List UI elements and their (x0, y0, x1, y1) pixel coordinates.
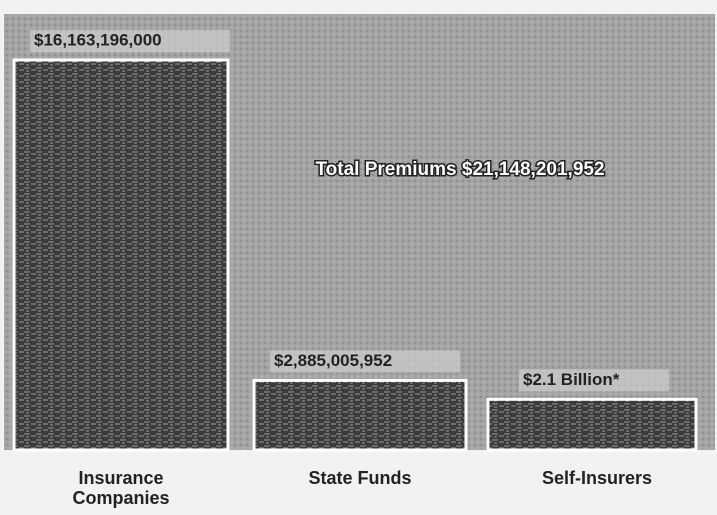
x-tick-label: State Funds (308, 468, 412, 488)
bar (12, 58, 230, 452)
x-tick-label: Self-Insurers (541, 468, 653, 488)
data-label: $16,163,196,000 (34, 30, 162, 49)
data-label: $2,885,005,952 (274, 351, 392, 370)
label-background (519, 369, 669, 392)
annotation: Total Premiums $21,148,201,952 (315, 159, 604, 180)
bar (486, 397, 698, 452)
x-tick-label: Insurance Companies (72, 468, 170, 508)
label-background (30, 30, 230, 52)
bar (252, 378, 468, 452)
data-label: $2.1 Billion* (523, 370, 620, 389)
label-background (270, 350, 460, 373)
